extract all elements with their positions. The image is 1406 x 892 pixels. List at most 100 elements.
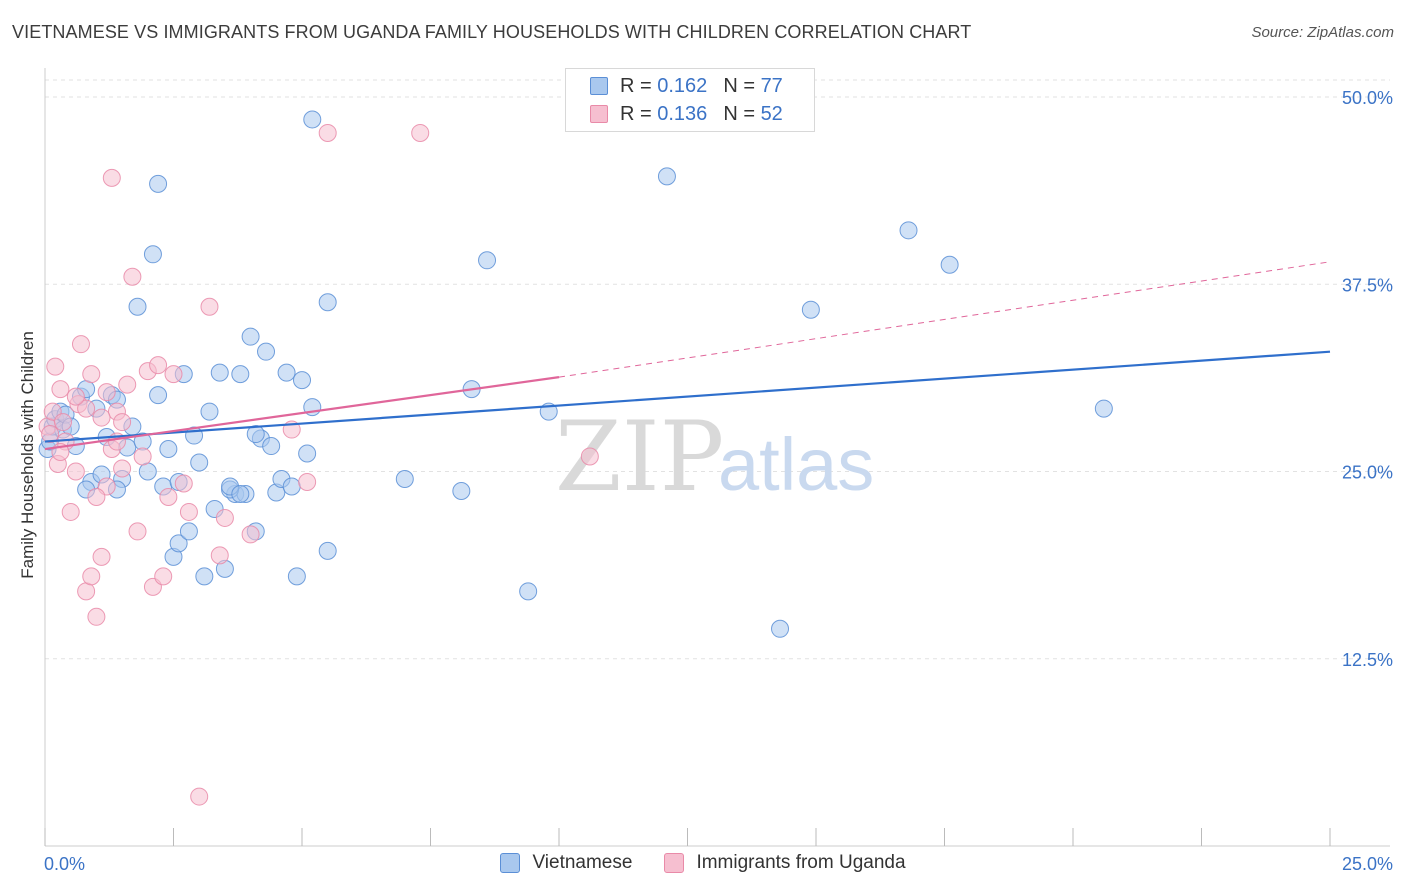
vietnamese-point — [298, 444, 317, 463]
vietnamese-point — [940, 255, 959, 274]
uganda-point — [82, 365, 101, 384]
legend-row-vietnamese: R = 0.162 N = 77 — [590, 74, 783, 98]
legend-item-uganda[interactable]: Immigrants from Uganda — [664, 852, 906, 874]
legend-label: Immigrants from Uganda — [696, 852, 906, 873]
uganda-point — [92, 408, 111, 427]
uganda-point — [174, 474, 193, 493]
uganda-point — [51, 380, 70, 399]
vietnamese-point — [149, 174, 168, 193]
vietnamese-point — [169, 534, 188, 553]
vietnamese-point — [318, 293, 337, 312]
vietnamese-point — [210, 363, 229, 382]
n-value: 52 — [760, 102, 783, 125]
vietnamese-point — [200, 402, 219, 421]
uganda-point — [200, 297, 219, 316]
x-tick-label: 25.0% — [1342, 854, 1393, 874]
vietnamese-point — [257, 342, 276, 361]
y-tick-label: 12.5% — [1342, 650, 1393, 670]
vietnamese-trend-line — [44, 350, 1331, 443]
legend-item-vietnamese[interactable]: Vietnamese — [500, 852, 632, 874]
vietnamese-swatch — [500, 853, 521, 873]
vietnamese-point — [395, 469, 414, 488]
legend-row-uganda: R = 0.136 N = 52 — [590, 102, 783, 126]
vietnamese-point — [262, 437, 281, 456]
vietnamese-point — [149, 386, 168, 405]
y-tick-label: 37.5% — [1342, 275, 1393, 295]
vietnamese-point — [287, 567, 306, 586]
uganda-point — [92, 547, 111, 566]
uganda-point — [61, 502, 80, 521]
uganda-point — [87, 487, 106, 506]
vietnamese-point — [190, 453, 209, 472]
n-label: N = — [723, 102, 755, 125]
r-label: R = — [620, 102, 652, 125]
uganda-swatch — [590, 105, 608, 123]
uganda-point — [46, 357, 65, 376]
uganda-point — [66, 462, 85, 481]
uganda-point — [82, 567, 101, 586]
vietnamese-point — [318, 541, 337, 560]
uganda-point — [123, 267, 142, 286]
correlation-legend: R = 0.162 N = 77 R = 0.136 N = 52 — [565, 68, 815, 132]
uganda-point — [77, 582, 96, 601]
chart-title: VIETNAMESE VS IMMIGRANTS FROM UGANDA FAM… — [12, 22, 972, 42]
uganda-point — [411, 123, 430, 142]
y-tick-label: 25.0% — [1342, 463, 1393, 483]
vietnamese-point — [657, 167, 676, 186]
uganda-point — [77, 399, 96, 418]
vietnamese-swatch — [590, 77, 608, 95]
vietnamese-point — [195, 567, 214, 586]
r-value: 0.136 — [657, 102, 708, 125]
vietnamese-point — [179, 522, 198, 541]
r-value: 0.162 — [657, 74, 708, 97]
vietnamese-point — [231, 484, 250, 503]
y-axis-label: Family Households with Children — [18, 331, 37, 579]
trend-lines — [44, 261, 1331, 451]
vietnamese-point — [1094, 399, 1113, 418]
vietnamese-point — [282, 477, 301, 496]
vietnamese-point — [519, 582, 538, 601]
uganda-point — [66, 387, 85, 406]
data-points — [38, 110, 1113, 806]
uganda-point — [113, 459, 132, 478]
vietnamese-point — [801, 300, 820, 319]
uganda-point — [102, 168, 121, 187]
uganda-point — [298, 472, 317, 491]
uganda-point — [71, 335, 90, 354]
vietnamese-point — [241, 327, 260, 346]
series-legend: Vietnamese Immigrants from Uganda — [0, 852, 1406, 874]
vietnamese-point — [277, 363, 296, 382]
vietnamese-point — [293, 371, 311, 390]
vietnamese-point — [159, 440, 178, 459]
vietnamese-point — [138, 462, 157, 481]
uganda-point — [190, 787, 209, 806]
watermark-zip: ZIP — [555, 401, 724, 513]
uganda-point — [241, 525, 260, 544]
uganda-point — [87, 607, 106, 626]
uganda-point — [149, 356, 168, 375]
uganda-point — [128, 522, 147, 541]
uganda-point — [113, 413, 132, 432]
y-tick-label: 50.0% — [1342, 88, 1393, 108]
r-label: R = — [620, 74, 652, 97]
uganda-point — [97, 383, 116, 402]
watermark-atlas: atlas — [718, 423, 874, 506]
uganda-point — [580, 447, 599, 466]
uganda-point — [133, 447, 152, 466]
vietnamese-point — [478, 251, 497, 270]
vietnamese-point — [303, 110, 322, 129]
legend-label: Vietnamese — [532, 852, 633, 873]
vietnamese-point — [231, 365, 250, 384]
vietnamese-point — [128, 297, 147, 316]
uganda-point — [318, 123, 337, 142]
vietnamese-point — [771, 619, 790, 638]
vietnamese-point — [246, 425, 265, 444]
vietnamese-point — [899, 221, 918, 240]
uganda-trend-line — [44, 376, 560, 451]
uganda-trend-extension — [558, 261, 1331, 378]
vietnamese-point — [143, 245, 162, 264]
source-label: Source: ZipAtlas.com — [1251, 24, 1394, 41]
n-label: N = — [723, 74, 755, 97]
tick-labels: 12.5% 25.0% 37.5% 50.0% 0.0% 25.0% — [44, 88, 1393, 874]
